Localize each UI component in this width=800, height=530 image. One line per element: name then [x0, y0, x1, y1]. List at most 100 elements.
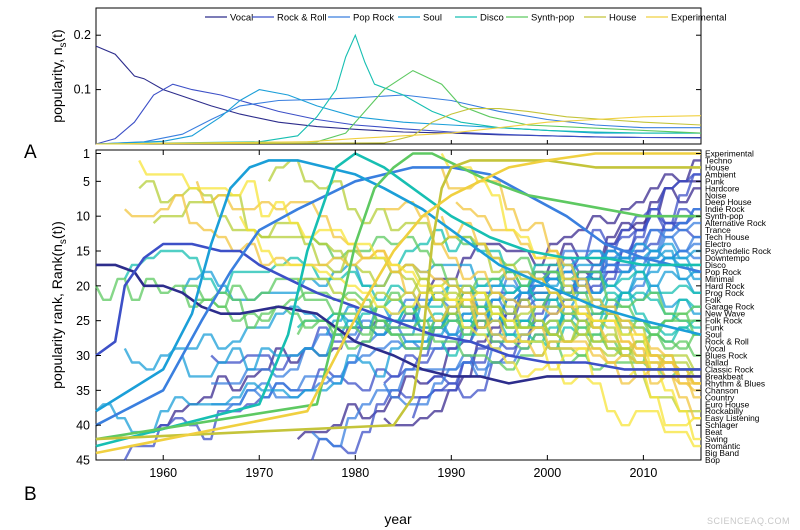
- genre-label-psychedelic-rock: Psychedelic Rock: [705, 246, 772, 256]
- panel-b-ytick-label: 1: [83, 147, 90, 161]
- rank-trajectory-beat: [440, 215, 701, 385]
- genre-label-soul: Soul: [705, 330, 722, 340]
- genre-label-classic-rock: Classic Rock: [705, 364, 754, 374]
- panel-a-ylabel: popularity, ns(t): [49, 29, 69, 122]
- panel-b-line-disco: [95, 152, 701, 448]
- genre-label-tech-house: Tech House: [705, 232, 750, 242]
- legend-label-soul: Soul: [423, 13, 442, 24]
- panel-b-ytick-label: 20: [76, 279, 90, 293]
- genre-label-big-band: Big Band: [705, 448, 739, 458]
- panel-b-line-rock-and-roll: [95, 242, 701, 371]
- legend-label-pop-rock: Pop Rock: [353, 13, 394, 24]
- panel-b-xtick-label: 1970: [245, 466, 273, 480]
- genre-label-noise: Noise: [705, 190, 727, 200]
- panel-b-ytick-label: 45: [76, 454, 90, 468]
- genre-label-ambient: Ambient: [705, 169, 736, 179]
- panel-b-line-experimental: [95, 152, 701, 455]
- panel-b-line-house: [95, 159, 701, 441]
- panel-a-axes: [95, 7, 702, 145]
- genre-label-blues-rock: Blues Rock: [705, 351, 748, 361]
- genre-label-deep-house: Deep House: [705, 197, 752, 207]
- genre-label-hardcore: Hardcore: [705, 183, 740, 193]
- panel-a-line-experimental: [95, 115, 702, 145]
- legend-label-rock-and-roll: Rock & Roll: [277, 13, 327, 24]
- genre-label-alternative-rock: Alternative Rock: [705, 218, 767, 228]
- genre-label-prog-rock: Prog Rock: [705, 288, 745, 298]
- genre-label-new-wave: New Wave: [705, 309, 746, 319]
- panel-b-xtick-label: 2010: [629, 466, 657, 480]
- genre-label-beat: Beat: [705, 427, 723, 437]
- panel-b-ytick-label: 25: [76, 314, 90, 328]
- panel-a-line-rock-and-roll: [95, 83, 702, 145]
- legend-label-disco: Disco: [480, 13, 504, 24]
- rank-trajectory-rock-and-roll: [311, 235, 701, 336]
- panel-b-line-soul: [95, 159, 702, 413]
- panel-a-ytick-label: 0.1: [74, 83, 91, 97]
- genre-label-list: ExperimentalTechnoHouseAmbientPunkHardco…: [705, 148, 772, 465]
- rank-trajectory-rockabilly: [195, 180, 701, 392]
- genre-label-electro: Electro: [705, 239, 731, 249]
- genre-label-ballad: Ballad: [705, 357, 729, 367]
- panel-b-line-synth-pop: [95, 152, 701, 441]
- genre-label-rock-and-roll: Rock & Roll: [705, 337, 749, 347]
- legend-label-house: House: [609, 13, 636, 24]
- panel-b-ylabel: popularity rank, Rank(ns(t)): [49, 221, 69, 389]
- rank-trajectory-bop: [238, 215, 701, 448]
- panel-b-ytick-label: 40: [76, 419, 90, 433]
- panel-b-lines: [95, 152, 702, 455]
- genre-label-disco: Disco: [705, 260, 726, 270]
- genre-label-trance: Trance: [705, 225, 731, 235]
- genre-label-euro-house: Euro House: [705, 399, 750, 409]
- watermark: SCIENCEAQ.COM: [707, 516, 790, 526]
- rank-trajectory-schlager: [455, 201, 701, 385]
- genre-label-rockabilly: Rockabilly: [705, 406, 744, 416]
- genre-label-experimental: Experimental: [705, 148, 754, 158]
- panel-b-letter: B: [24, 484, 37, 505]
- genre-label-techno: Techno: [705, 155, 732, 165]
- panel-b-line-pop-rock: [95, 166, 702, 427]
- panel-a-line-disco: [95, 33, 701, 145]
- genre-label-rhythm-and-blues: Rhythm & Blues: [705, 378, 765, 388]
- legend-label-vocal: Vocal: [230, 13, 253, 24]
- panel-a-line-house: [95, 108, 702, 145]
- genre-label-funk: Funk: [705, 323, 724, 333]
- panel-a-ytick-label: 0.2: [74, 28, 91, 42]
- genre-label-breakbeat: Breakbeat: [705, 371, 744, 381]
- genre-label-downtempo: Downtempo: [705, 253, 750, 263]
- panel-b-xtick-label: 1960: [149, 466, 177, 480]
- genre-label-schlager: Schlager: [705, 420, 738, 430]
- genre-label-swing: Swing: [705, 434, 728, 444]
- genre-label-chanson: Chanson: [705, 385, 739, 395]
- panel-a: 0.1 0.2 Vocal Rock & Roll Pop Rock Soul Disco…: [24, 7, 726, 163]
- legend-label-experimental: Experimental: [671, 13, 726, 24]
- legend-label-synth-pop: Synth-pop: [531, 13, 574, 24]
- genre-label-house: House: [705, 162, 730, 172]
- genre-label-minimal: Minimal: [705, 274, 734, 284]
- panel-a-letter: A: [24, 142, 37, 163]
- genre-label-indie-rock: Indie Rock: [705, 204, 745, 214]
- genre-label-vocal: Vocal: [705, 344, 726, 354]
- panel-b-ytick-label: 30: [76, 349, 90, 363]
- genre-label-hard-rock: Hard Rock: [705, 281, 745, 291]
- panel-b-ytick-label: 35: [76, 384, 90, 398]
- panel-b-xlabel: year: [384, 511, 412, 527]
- panel-b-ytick-label: 15: [76, 245, 90, 259]
- panel-b-xtick-label: 1980: [341, 466, 369, 480]
- genre-label-folk: Folk: [705, 295, 722, 305]
- panel-b-xtick-label: 2000: [533, 466, 561, 480]
- genre-label-country: Country: [705, 392, 735, 402]
- genre-label-garage-rock: Garage Rock: [705, 302, 755, 312]
- genre-label-synth-pop: Synth-pop: [705, 211, 744, 221]
- panel-b-xtick-label: 1990: [437, 466, 465, 480]
- panel-a-ticks: 0.1 0.2: [74, 28, 701, 144]
- panel-b-ytick-label: 5: [83, 175, 90, 189]
- genre-label-folk-rock: Folk Rock: [705, 316, 743, 326]
- genre-label-punk: Punk: [705, 176, 725, 186]
- genre-label-pop-rock: Pop Rock: [705, 267, 742, 277]
- genre-label-bop: Bop: [705, 455, 720, 465]
- panel-a-legend: Vocal Rock & Roll Pop Rock Soul Disco Synth-p…: [205, 13, 726, 24]
- genre-label-romantic: Romantic: [705, 441, 740, 451]
